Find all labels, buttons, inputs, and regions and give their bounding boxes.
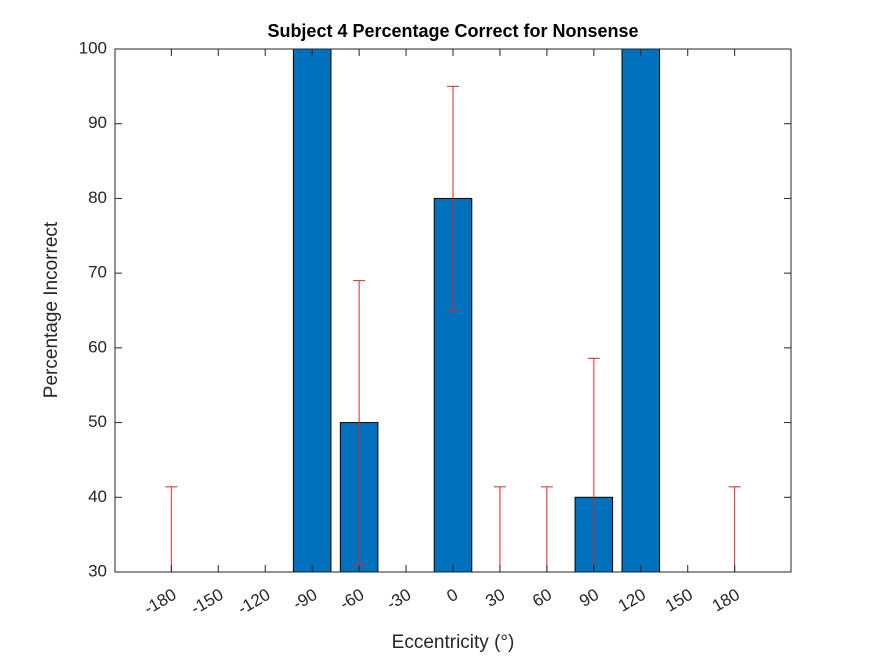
bar [716,574,754,656]
y-tick-label: 50 [88,412,107,431]
x-tick-label: -180 [141,585,180,618]
plot-area [153,49,754,656]
x-axis-label: Eccentricity (°) [392,632,515,653]
chart-title: Subject 4 Percentage Correct for Nonsens… [267,21,638,41]
bar [292,49,332,572]
error-bar [353,280,366,566]
error-bar [493,486,506,572]
error-bar [540,486,553,572]
y-tick-label: 70 [88,263,107,282]
bar [621,49,661,572]
x-tick-label: -60 [337,585,368,614]
x-tick-label: 90 [576,585,602,611]
x-tick-label: 60 [529,585,555,611]
x-tick-label: 180 [709,585,743,616]
y-tick-label: 90 [88,113,107,132]
x-tick-label: -90 [290,585,321,614]
y-tick-label: 40 [88,487,107,506]
bar [200,574,238,656]
y-tick-label: 80 [88,188,107,207]
x-tick-label: 0 [444,585,462,606]
y-tick-label: 60 [88,337,107,356]
error-bar [447,85,459,311]
error-bar [587,357,600,572]
x-tick-label: -30 [384,585,415,614]
y-tick-label: 100 [79,38,107,57]
error-bar [728,486,741,572]
bar [246,574,284,656]
x-tick-label: 150 [662,585,696,616]
bar [528,574,566,656]
x-tick-label: 30 [482,585,508,611]
x-tick-label: -150 [188,585,227,618]
x-tick-label: -120 [234,585,273,618]
bar [153,574,191,656]
error-bar [165,486,178,572]
y-axis-label: Percentage Incorrect [41,221,62,398]
bar [669,574,707,656]
y-tick-label: 30 [88,561,107,580]
x-tick-label: 120 [615,585,649,616]
